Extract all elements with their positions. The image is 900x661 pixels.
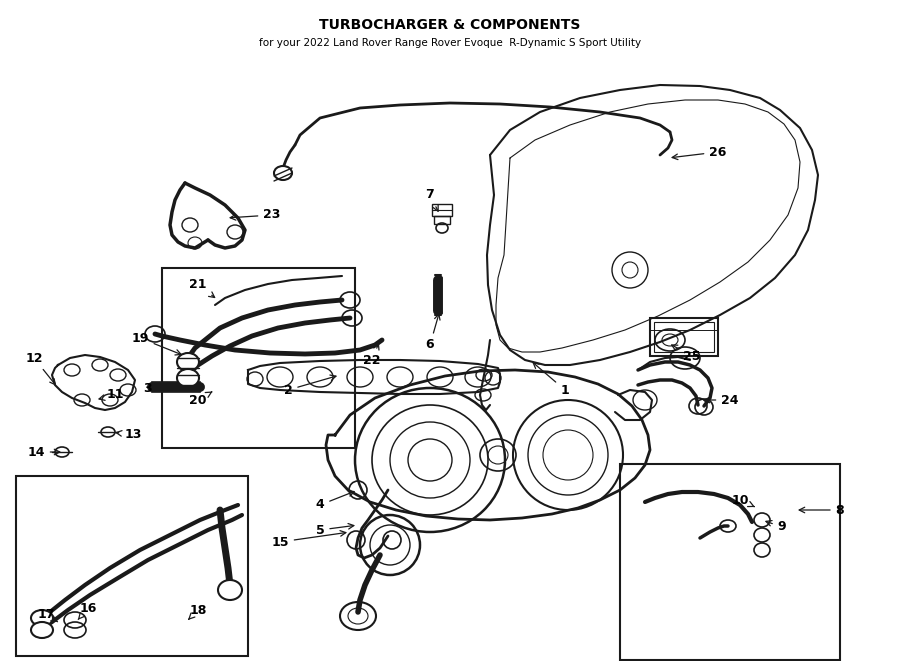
- Text: 8: 8: [799, 504, 844, 516]
- Text: 5: 5: [316, 524, 354, 537]
- Text: 4: 4: [316, 491, 354, 512]
- Text: 3: 3: [144, 381, 174, 395]
- Bar: [162, 268, 355, 448]
- Text: 12: 12: [25, 352, 56, 385]
- Ellipse shape: [31, 622, 53, 638]
- Bar: [650, 318, 718, 356]
- Text: 13: 13: [116, 428, 141, 442]
- Text: 22: 22: [364, 344, 381, 366]
- Bar: [620, 464, 840, 660]
- Text: 23: 23: [230, 208, 281, 221]
- Text: for your 2022 Land Rover Range Rover Evoque  R-Dynamic S Sport Utility: for your 2022 Land Rover Range Rover Evo…: [259, 38, 641, 48]
- Bar: [654, 322, 714, 352]
- Text: 10: 10: [731, 494, 754, 506]
- Text: 16: 16: [78, 602, 96, 619]
- Text: 26: 26: [672, 145, 726, 159]
- Text: 9: 9: [766, 520, 787, 533]
- Ellipse shape: [177, 353, 199, 371]
- Text: 19: 19: [131, 332, 181, 355]
- Text: 25: 25: [671, 345, 701, 362]
- Text: 7: 7: [426, 188, 438, 212]
- Text: 24: 24: [704, 393, 739, 407]
- Text: 11: 11: [99, 389, 124, 401]
- Ellipse shape: [218, 580, 242, 600]
- Ellipse shape: [31, 610, 53, 626]
- Bar: [434, 216, 450, 224]
- Ellipse shape: [177, 369, 199, 387]
- Text: 17: 17: [37, 609, 58, 622]
- Text: 2: 2: [284, 375, 336, 397]
- Text: 21: 21: [189, 278, 215, 297]
- Text: 20: 20: [189, 392, 212, 407]
- Text: TURBOCHARGER & COMPONENTS: TURBOCHARGER & COMPONENTS: [320, 18, 580, 32]
- Bar: [152, 382, 200, 392]
- Text: 15: 15: [271, 531, 346, 549]
- Text: 1: 1: [533, 363, 570, 397]
- Bar: [432, 204, 452, 216]
- Text: 6: 6: [426, 314, 440, 352]
- Ellipse shape: [274, 166, 292, 180]
- Bar: [16, 476, 248, 656]
- Text: 14: 14: [27, 446, 59, 459]
- Text: 18: 18: [189, 603, 207, 619]
